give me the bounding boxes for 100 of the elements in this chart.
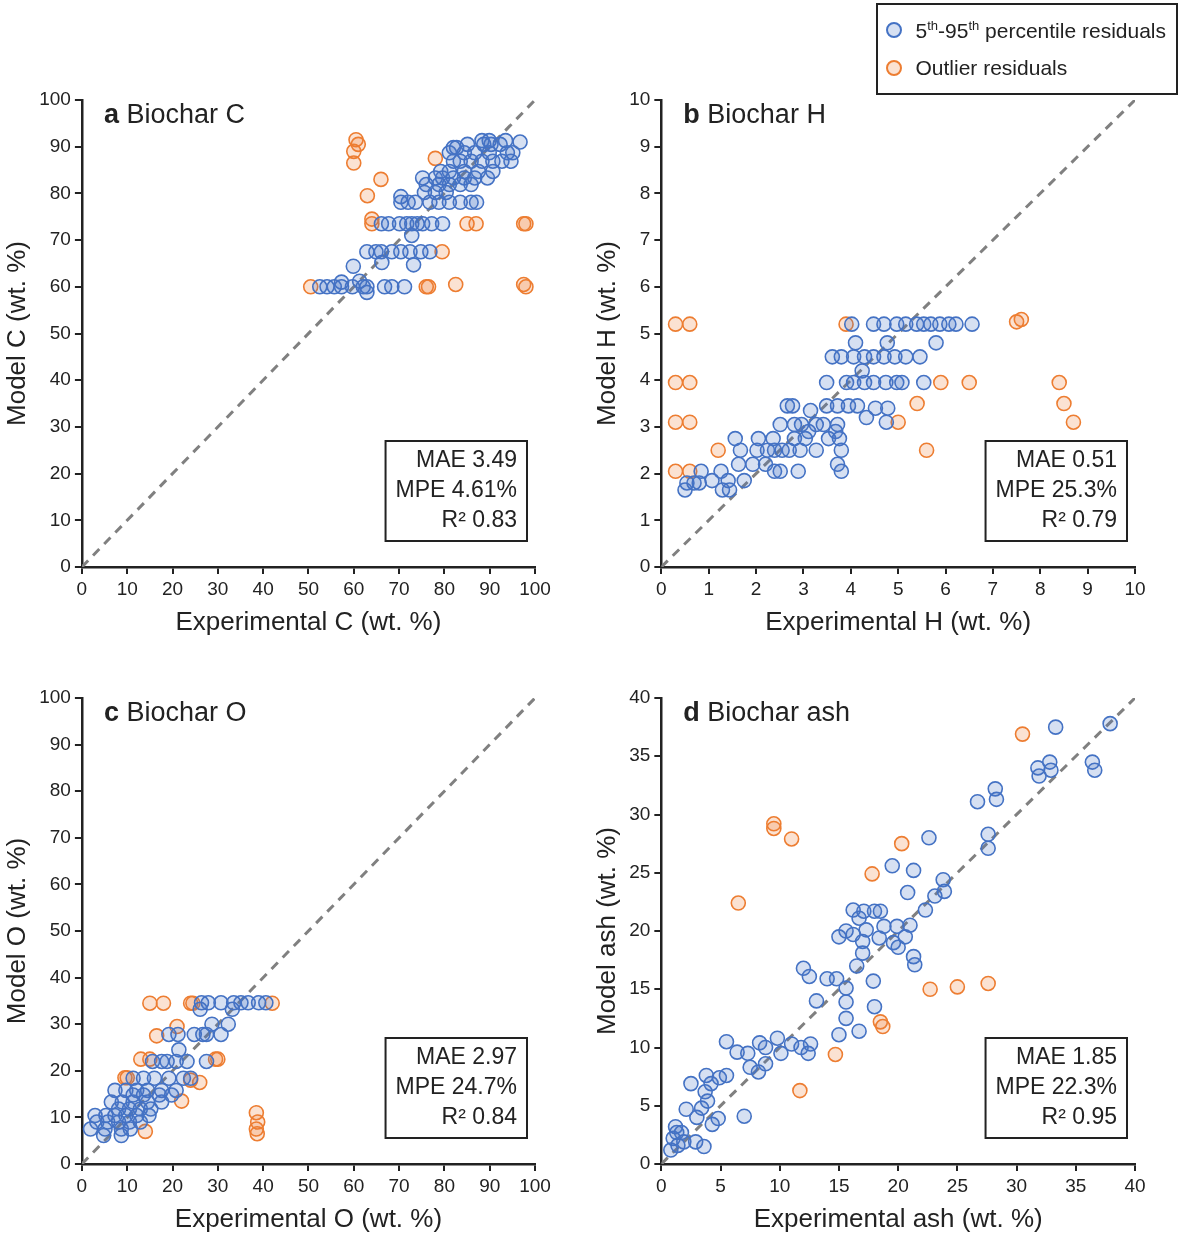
annotation: MPE 4.61% [395,476,517,503]
y-tick-label: 80 [49,181,71,203]
point [874,1018,891,1035]
x-tick-label: 30 [207,1174,229,1196]
x-tick-label: 5 [892,577,904,599]
y-tick-label: 5 [639,1093,651,1115]
x-tick-label: 20 [161,577,184,599]
x-tick-label: 0 [76,577,88,599]
x-tick-label: 10 [1124,577,1146,599]
point [710,442,726,459]
y-tick-label: 60 [49,275,71,297]
x-tick-label: 4 [845,577,857,599]
point [345,155,362,171]
x-axis-title: Experimental H (wt. %) [765,605,1032,636]
y-tick-label: 70 [49,228,71,250]
annotation: MPE 22.3% [995,1073,1117,1100]
annotation: R² 0.79 [1041,506,1117,533]
point [980,975,996,992]
y-tick-label: 0 [639,555,651,577]
x-tick-label: 50 [297,577,320,599]
y-tick-label: 7 [639,228,651,250]
point [667,374,684,391]
point [155,995,172,1012]
x-tick-label: 30 [1006,1174,1028,1196]
x-tick-label: 9 [1082,577,1093,599]
x-tick-label: 10 [116,577,138,599]
x-tick-label: 60 [343,1174,365,1196]
point [1014,726,1031,742]
point [1065,414,1082,431]
x-tick-label: 100 [519,577,551,599]
legend-label: 5$^{th}$-95$^{th}$ percentile residuals [915,17,1166,43]
y-tick-label: 100 [39,88,71,110]
x-tick-label: 6 [940,577,951,599]
y-tick-label: 40 [629,686,651,708]
y-tick-label: 30 [49,415,71,437]
point [142,995,158,1012]
x-tick-label: 15 [828,1174,850,1196]
y-tick-label: 1 [639,508,651,530]
y-tick-label: 50 [49,919,71,941]
y-tick-label: 15 [629,977,651,999]
y-tick-label: 4 [639,368,651,390]
y-tick-label: 2 [639,461,651,483]
point [667,414,684,431]
point [933,374,949,391]
y-tick-label: 50 [49,321,71,343]
y-tick-label: 0 [60,1152,71,1174]
point [893,835,910,852]
point [681,414,698,431]
x-tick-label: 80 [433,577,455,599]
point [918,442,935,459]
x-tick-label: 40 [1124,1174,1146,1196]
y-tick-label: 90 [49,732,71,754]
annotation: R² 0.83 [441,506,517,533]
point [909,395,925,412]
y-axis-title: Model O (wt. %) [0,837,31,1025]
point [1056,395,1072,412]
point [783,831,800,847]
chart-title: d Biochar ash [683,697,850,728]
x-tick-label: 8 [1034,577,1046,599]
x-tick-label: 40 [252,1174,274,1196]
x-tick-label: 0 [656,1174,667,1196]
point [1051,374,1068,391]
y-tick-label: 9 [639,134,651,156]
x-tick-label: 5 [715,1174,726,1196]
annotation: MPE 25.3% [995,476,1117,503]
annotation: R² 0.84 [441,1103,518,1130]
point [373,171,389,188]
x-tick-label: 0 [656,577,667,599]
y-axis-title: Model ash (wt. %) [590,826,621,1036]
point [681,374,698,391]
point [1013,311,1030,328]
x-tick-label: 0 [76,1174,88,1196]
y-tick-label: 0 [639,1152,651,1174]
point [922,981,938,998]
point [949,979,966,995]
y-tick-label: 35 [629,744,651,766]
x-tick-label: 40 [252,577,274,599]
y-tick-label: 60 [49,872,71,894]
y-tick-label: 6 [639,275,651,297]
y-tick-label: 8 [639,181,651,203]
y-tick-label: 90 [49,134,71,156]
x-tick-label: 10 [116,1174,138,1196]
point [681,316,698,332]
x-tick-label: 80 [433,1174,455,1196]
point [730,895,747,911]
y-tick-label: 10 [629,1035,651,1057]
x-tick-label: 90 [479,577,501,599]
point [667,463,684,480]
point [427,150,444,167]
x-tick-label: 100 [519,1174,551,1196]
y-tick-label: 5 [639,321,651,343]
y-tick-label: 20 [629,919,651,941]
y-tick-label: 70 [49,826,71,848]
point [827,1046,844,1063]
point [249,1125,266,1142]
x-axis-title: Experimental ash (wt. %) [753,1202,1043,1233]
legend-label: Outlier residuals [915,56,1068,80]
x-tick-label: 50 [297,1174,320,1196]
y-tick-label: 40 [49,368,71,390]
y-axis-title: Model H (wt. %) [590,241,621,426]
